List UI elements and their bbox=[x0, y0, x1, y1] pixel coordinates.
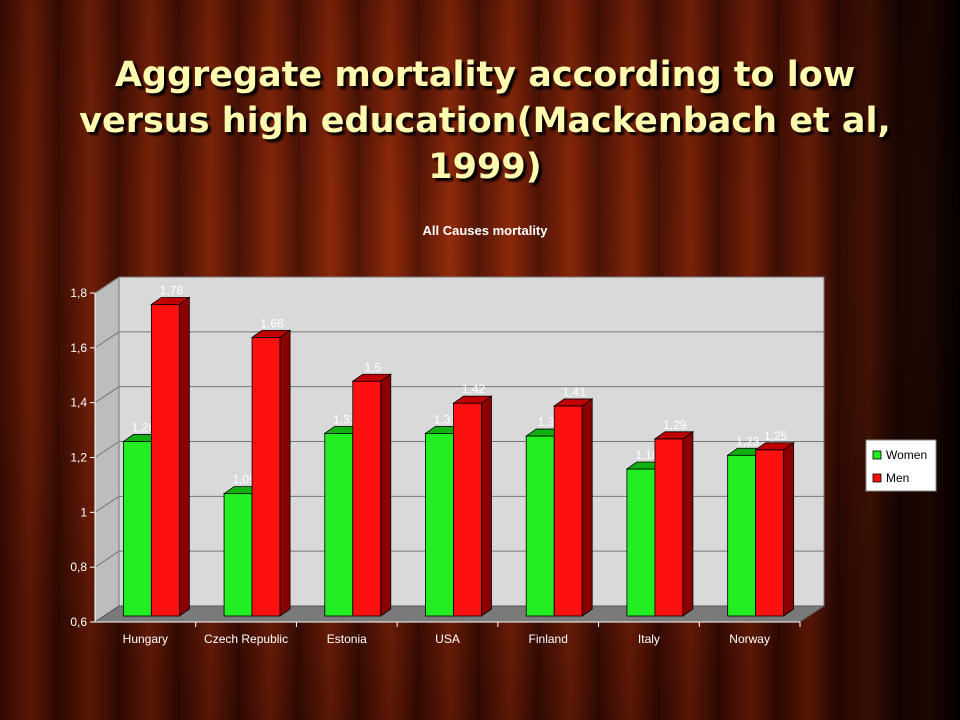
legend-swatch-men bbox=[872, 473, 882, 483]
bar-side bbox=[481, 395, 492, 617]
x-tick-label: Norway bbox=[729, 632, 770, 646]
y-tick-label: 1,2 bbox=[70, 451, 87, 465]
slide-title: Aggregate mortality according to low ver… bbox=[79, 55, 891, 187]
data-label: 1,42 bbox=[462, 382, 486, 396]
x-tick-label: Czech Republic bbox=[204, 632, 288, 646]
y-tick-label: 0,6 bbox=[70, 615, 87, 629]
bar-side bbox=[279, 329, 291, 617]
bar-front bbox=[453, 402, 482, 617]
gridline-side bbox=[94, 386, 120, 404]
bar-side bbox=[380, 373, 392, 617]
bar-front bbox=[626, 468, 656, 617]
x-tick-label: Estonia bbox=[327, 632, 367, 646]
bar-side bbox=[581, 398, 593, 617]
data-label: 1,23 bbox=[736, 434, 760, 448]
x-axis-labels: Hungary Czech Republic Estonia USA Finland It… bbox=[123, 622, 801, 646]
bar-front bbox=[654, 438, 684, 617]
bars: 1,28 1,78 1,09 1,66 1,31 1,5 1,31 1,42 1,3 1,41 1,… bbox=[122, 283, 795, 617]
data-label: 1,5 bbox=[364, 360, 381, 374]
gridline-side bbox=[94, 276, 120, 294]
bar-side bbox=[178, 296, 190, 617]
x-tick-label: USA bbox=[435, 632, 460, 646]
y-tick-label: 1,4 bbox=[70, 396, 87, 410]
y-tick-label: 1,6 bbox=[70, 341, 87, 355]
data-label: 1,78 bbox=[160, 283, 184, 297]
bar-front bbox=[553, 405, 583, 617]
bar-front bbox=[223, 493, 253, 617]
bar-front bbox=[324, 432, 354, 617]
gridline-side bbox=[94, 331, 120, 349]
bar-front bbox=[525, 435, 555, 617]
bar-side bbox=[682, 431, 694, 617]
bar-front bbox=[122, 441, 152, 617]
bar-front bbox=[425, 432, 454, 617]
data-label: 1,31 bbox=[434, 412, 458, 426]
legend-box bbox=[865, 439, 937, 492]
gridline-side bbox=[94, 495, 120, 513]
bar-front bbox=[352, 380, 382, 617]
legend-label-women: Women bbox=[886, 448, 927, 462]
legend-swatch-women bbox=[872, 450, 882, 460]
y-tick-label: 0,8 bbox=[70, 560, 87, 574]
bar-front bbox=[150, 304, 180, 617]
y-tick-label: 1 bbox=[80, 505, 87, 519]
chart-title: All Causes mortality bbox=[423, 223, 549, 238]
x-tick-label: Italy bbox=[638, 632, 660, 646]
data-label: 1,66 bbox=[260, 316, 284, 330]
y-tick-label: 1,8 bbox=[70, 286, 87, 300]
data-label: 1,31 bbox=[333, 412, 357, 426]
legend: Women Men bbox=[865, 439, 937, 492]
data-label: 1,41 bbox=[563, 385, 587, 399]
gridline-side bbox=[94, 441, 120, 458]
data-label: 1,3 bbox=[538, 415, 555, 429]
bar-front bbox=[755, 449, 785, 617]
data-label: 1,18 bbox=[635, 448, 659, 462]
data-label: 1,09 bbox=[232, 473, 256, 487]
bar-side bbox=[783, 442, 795, 617]
y-axis-ticks: 0,6 0,8 1 1,2 1,4 1,6 1,8 bbox=[70, 286, 800, 629]
data-label: 1,28 bbox=[132, 421, 156, 435]
gridline-side bbox=[94, 550, 120, 568]
bar-front bbox=[727, 454, 757, 617]
data-label: 1,29 bbox=[663, 418, 687, 432]
legend-label-men: Men bbox=[886, 471, 909, 485]
data-label: 1,25 bbox=[764, 429, 788, 443]
bar-front bbox=[251, 336, 281, 617]
x-tick-label: Hungary bbox=[123, 632, 168, 646]
x-tick-label: Finland bbox=[529, 632, 568, 646]
